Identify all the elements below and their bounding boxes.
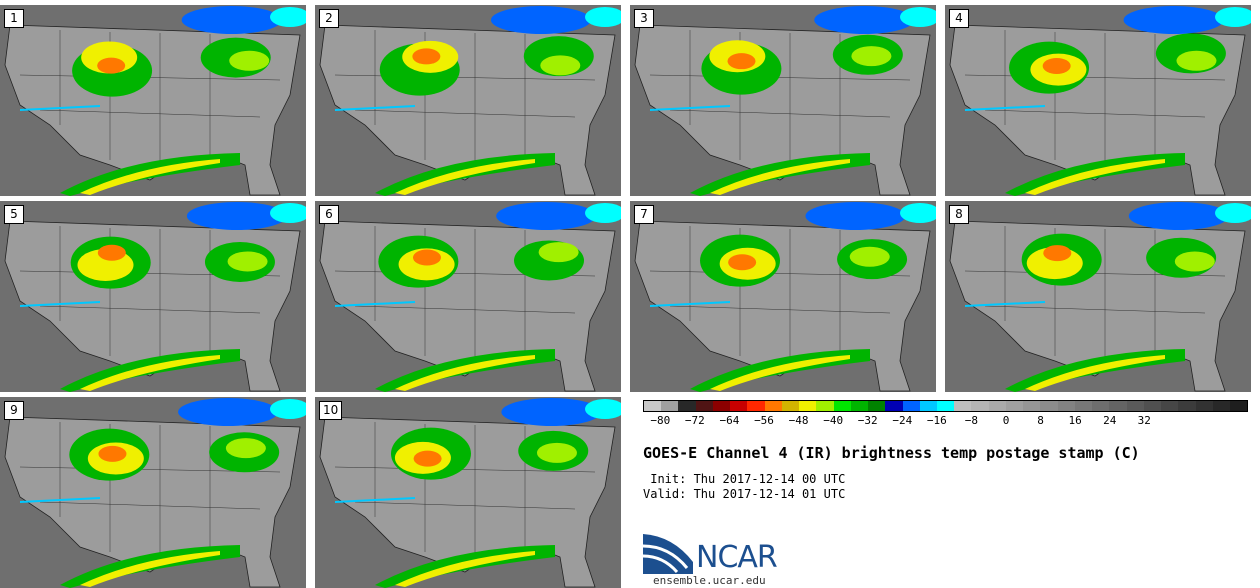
stamp-panel: 5 <box>0 201 306 392</box>
stamp-panel: 4 <box>945 5 1251 196</box>
legend-tick-label: 16 <box>1068 414 1082 427</box>
satellite-map <box>630 201 936 392</box>
stamp-panel: 8 <box>945 201 1251 392</box>
site-url: ensemble.ucar.edu <box>653 574 766 587</box>
legend-swatch <box>1161 401 1179 411</box>
stamp-panel: 6 <box>315 201 621 392</box>
panel-number-label: 10 <box>319 401 343 420</box>
legend-swatch <box>885 401 903 411</box>
legend-swatch <box>1040 401 1058 411</box>
legend-swatch <box>954 401 972 411</box>
legend-tick-label: −32 <box>857 414 878 427</box>
panel-number-label: 7 <box>634 205 654 224</box>
satellite-map <box>0 5 306 196</box>
legend-swatch <box>1143 401 1162 411</box>
stamp-panel: 10 <box>315 397 621 588</box>
legend-swatch <box>764 401 782 411</box>
satellite-map <box>315 397 621 588</box>
satellite-map <box>630 5 936 196</box>
legend-tick-label: −8 <box>964 414 979 427</box>
legend-tick-label: −80 <box>650 414 671 427</box>
panel-number-label: 2 <box>319 9 339 28</box>
legend-swatch <box>644 401 662 411</box>
legend-swatch <box>1178 401 1196 411</box>
legend-swatch <box>971 401 989 411</box>
legend-swatch <box>1023 401 1041 411</box>
legend-tick-label: −64 <box>719 414 740 427</box>
legend-swatch <box>1109 401 1127 411</box>
legend-swatch <box>1092 401 1110 411</box>
legend-swatch <box>730 401 748 411</box>
panel-number-label: 6 <box>319 205 339 224</box>
legend-tick-label: 32 <box>1137 414 1151 427</box>
satellite-map <box>315 5 621 196</box>
stamp-panel: 9 <box>0 397 306 588</box>
legend-swatch <box>902 401 920 411</box>
legend-swatch <box>712 401 731 411</box>
legend-swatch <box>850 401 869 411</box>
satellite-map <box>315 201 621 392</box>
stamp-panel: 3 <box>630 5 936 196</box>
legend-swatch <box>661 401 679 411</box>
legend-tick-label: 8 <box>1037 414 1044 427</box>
panel-number-label: 1 <box>4 9 24 28</box>
legend-swatch <box>1126 401 1144 411</box>
legend-swatch <box>1057 401 1075 411</box>
legend-tick-label: −56 <box>754 414 774 427</box>
legend-tick-label: 0 <box>1002 414 1010 427</box>
legend-swatch <box>1005 401 1024 411</box>
panel-number-label: 3 <box>634 9 654 28</box>
ncar-logo-icon <box>643 534 693 574</box>
legend-swatch <box>695 401 713 411</box>
legend-tick-label: −48 <box>788 414 809 427</box>
stamp-panel: 1 <box>0 5 306 196</box>
legend-swatch <box>816 401 834 411</box>
legend-swatch <box>833 401 851 411</box>
color-legend: −80 −72 −64 −56 −48 −40 −32 −24 −16 −8 0 8 16 24 32 <box>643 400 1248 430</box>
panel-number-label: 5 <box>4 205 24 224</box>
legend-ticks: −80 −72 −64 −56 −48 −40 −32 −24 −16 −8 0 8 16 24 32 <box>643 414 1248 430</box>
figure-title: GOES-E Channel 4 (IR) brightness temp po… <box>643 444 1140 462</box>
legend-swatch <box>1229 401 1248 411</box>
legend-swatch <box>1195 401 1213 411</box>
satellite-map <box>0 397 306 588</box>
satellite-map <box>0 201 306 392</box>
legend-colorbar <box>643 400 1248 412</box>
legend-swatch <box>781 401 800 411</box>
legend-swatch <box>1212 401 1230 411</box>
legend-tick-label: 24 <box>1103 414 1117 427</box>
legend-tick-label: −16 <box>926 414 947 427</box>
legend-swatch <box>1074 401 1093 411</box>
satellite-map <box>945 201 1251 392</box>
legend-tick-label: −72 <box>684 414 705 427</box>
panel-number-label: 4 <box>949 9 969 28</box>
legend-swatch <box>988 401 1006 411</box>
stamp-panel: 2 <box>315 5 621 196</box>
init-time: Init: Thu 2017-12-14 00 UTC <box>643 472 846 486</box>
panel-number-label: 8 <box>949 205 969 224</box>
satellite-map <box>945 5 1251 196</box>
legend-swatch <box>799 401 817 411</box>
legend-swatch <box>936 401 955 411</box>
legend-tick-label: −24 <box>892 414 913 427</box>
legend-swatch <box>747 401 765 411</box>
panel-number-label: 9 <box>4 401 24 420</box>
valid-time: Valid: Thu 2017-12-14 01 UTC <box>643 487 846 501</box>
legend-swatch <box>868 401 886 411</box>
legend-swatch <box>678 401 696 411</box>
logo-text: NCAR <box>696 540 778 575</box>
legend-tick-label: −40 <box>823 414 844 427</box>
legend-swatch <box>919 401 937 411</box>
stamp-panel: 7 <box>630 201 936 392</box>
